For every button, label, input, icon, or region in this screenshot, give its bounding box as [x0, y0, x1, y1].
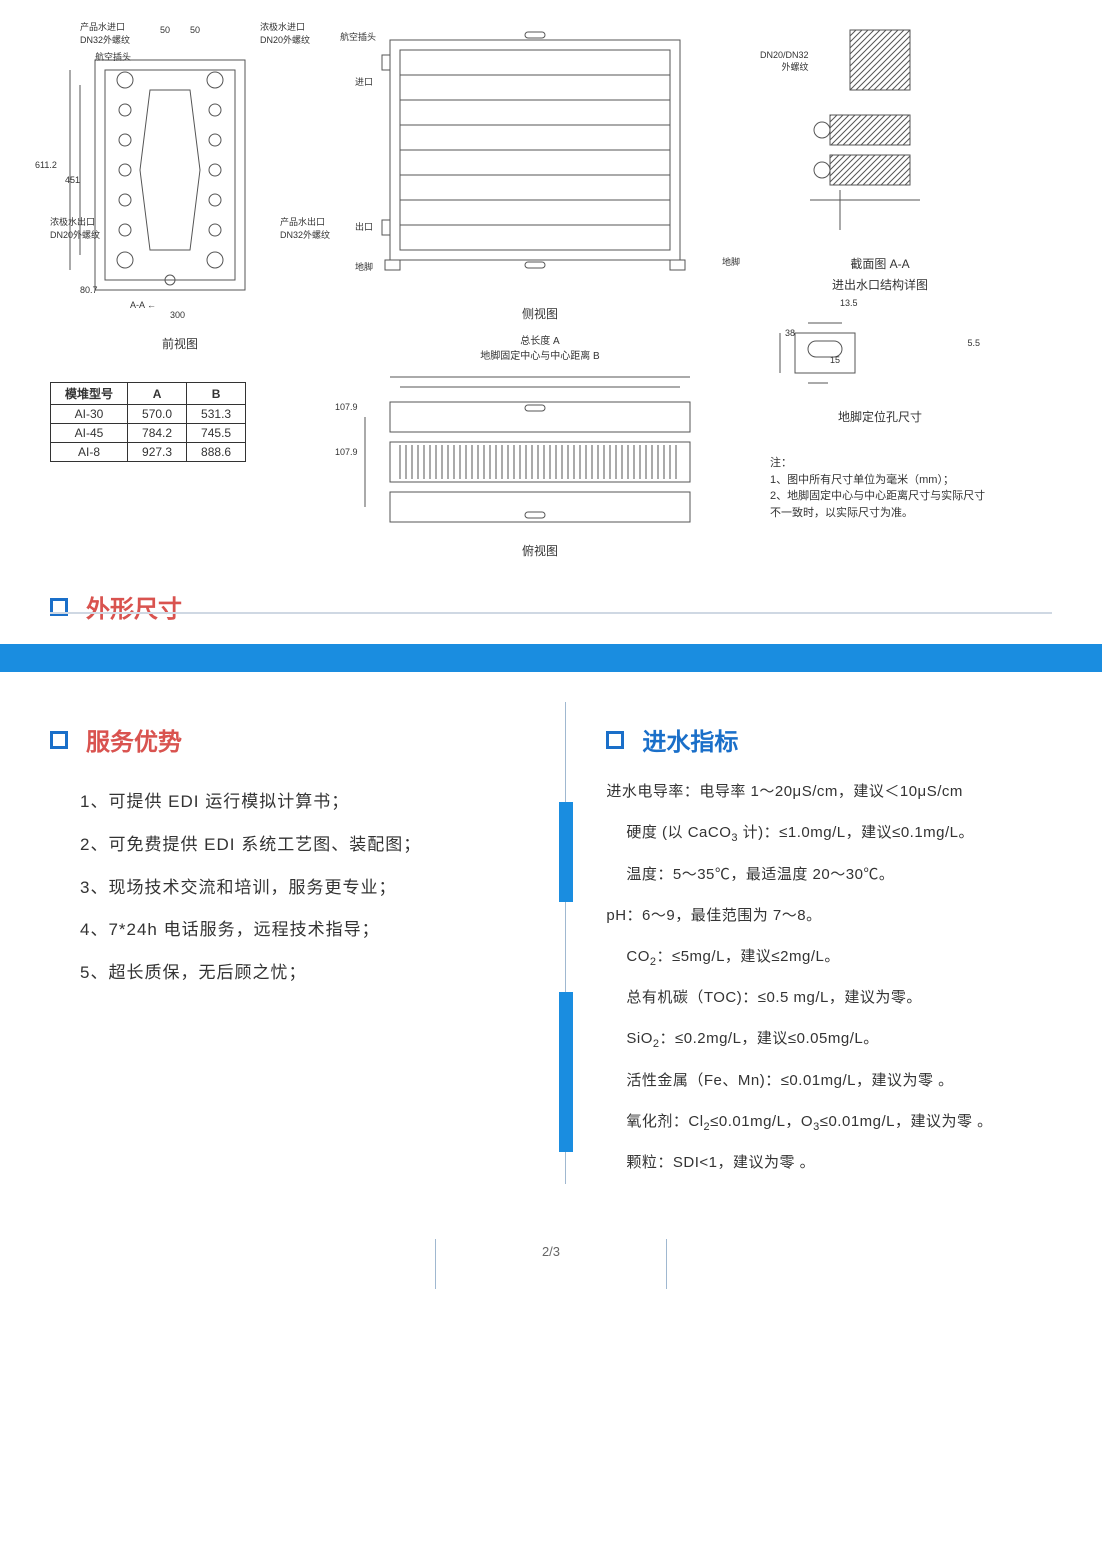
th-b: B [187, 383, 246, 405]
water-line: SiO2：≤0.2mg/L，建议≤0.05mg/L。 [606, 1019, 1052, 1059]
blue-tick [559, 802, 573, 902]
service-item: 2、可免费提供 EDI 系统工艺图、装配图； [80, 825, 525, 866]
dim-80: 80.7 [80, 285, 98, 295]
water-content: 进水电导率：电导率 1～20μS/cm，建议＜10μS/cm 硬度 (以 CaC… [606, 772, 1052, 1182]
notes-line2: 2、地脚固定中心与中心距离尺寸与实际尺寸不一致时，以实际尺寸为准。 [770, 488, 990, 521]
notes-title: 注： [770, 455, 990, 472]
water-line: CO2：≤5mg/L，建议≤2mg/L。 [606, 937, 1052, 977]
service-item: 5、超长质保，无后顾之忧； [80, 953, 525, 994]
dim-38: 38 [785, 328, 795, 338]
service-heading: 服务优势 [50, 722, 535, 757]
foot-caption: 地脚定位孔尺寸 [770, 408, 990, 425]
label-foot-l: 地脚 [355, 260, 373, 273]
service-item: 4、7*24h 电话服务，远程技术指导； [80, 910, 525, 951]
label-product-out: 产品水出口 DN32外螺纹 [280, 215, 330, 241]
left-column: 产品水进口 DN32外螺纹 浓极水进口 DN20外螺纹 航空插头 浓极水出口 D… [50, 20, 310, 462]
dim-107b: 107.9 [335, 447, 358, 457]
right-column: DN20/DN32 外螺纹 截面图 A-A 进出水口结构详图 38 13.5 1… [770, 20, 990, 521]
service-column: 服务优势 1、可提供 EDI 运行模拟计算书； 2、可免费提供 EDI 系统工艺… [50, 702, 535, 1184]
blue-divider [0, 644, 1102, 672]
service-heading-text: 服务优势 [86, 722, 182, 757]
label-conc-out: 浓极水出口 DN20外螺纹 [50, 215, 100, 241]
water-line: 硬度 (以 CaCO3 计)：≤1.0mg/L，建议≤0.1mg/L。 [606, 813, 1052, 853]
bullet-icon [606, 731, 624, 749]
dims-heading: 外形尺寸 [50, 589, 1102, 624]
table-row: AI-30 570.0 531.3 [51, 405, 246, 424]
blue-tick [559, 992, 573, 1152]
water-line: 活性金属（Fe、Mn)：≤0.01mg/L，建议为零 。 [606, 1061, 1052, 1100]
bullet-icon [50, 731, 68, 749]
water-line: pH：6～9，最佳范围为 7～8。 [606, 896, 1052, 935]
label-dn: DN20/DN32 外螺纹 [760, 50, 809, 73]
dim-451: 451 [65, 175, 80, 185]
page-number: 2/3 [542, 1244, 560, 1259]
top-view-drawing [340, 367, 720, 527]
two-column-content: 服务优势 1、可提供 EDI 运行模拟计算书； 2、可免费提供 EDI 系统工艺… [0, 702, 1102, 1184]
mid-column: 航空插头 进口 出口 地脚 地脚 侧视图 总长度 A 地脚固定中心与中心距离 B [340, 20, 740, 559]
section-marker: A-A ← [130, 300, 156, 310]
water-line: 颗粒：SDI<1，建议为零 。 [606, 1143, 1052, 1182]
footer-line [666, 1239, 667, 1289]
th-model: 模堆型号 [51, 383, 128, 405]
table-row: AI-8 927.3 888.6 [51, 443, 246, 462]
dim-611: 611.2 [35, 160, 57, 170]
service-item: 3、现场技术交流和培训，服务更专业； [80, 868, 525, 909]
th-a: A [128, 383, 187, 405]
dim-15: 15 [830, 355, 840, 365]
table-row: AI-45 784.2 745.5 [51, 424, 246, 443]
water-line: 氧化剂：Cl2≤0.01mg/L，O3≤0.01mg/L，建议为零 。 [606, 1102, 1052, 1142]
service-content: 1、可提供 EDI 运行模拟计算书； 2、可免费提供 EDI 系统工艺图、装配图… [50, 772, 535, 1006]
top-dim-b: 地脚固定中心与中心距离 B [340, 347, 740, 362]
foot-view-drawing [770, 313, 890, 393]
label-foot-r: 地脚 [722, 255, 740, 268]
water-heading: 进水指标 [606, 722, 1052, 757]
dimension-table: 模堆型号 A B AI-30 570.0 531.3 AI-45 784.2 7… [50, 382, 246, 462]
label-conc-in: 浓极水进口 DN20外螺纹 [260, 20, 310, 46]
side-view-drawing [340, 20, 720, 290]
side-view-caption: 侧视图 [340, 305, 740, 322]
dim-135: 13.5 [840, 298, 858, 308]
dim-107a: 107.9 [335, 402, 358, 412]
page: 产品水进口 DN32外螺纹 浓极水进口 DN20外螺纹 航空插头 浓极水出口 D… [0, 0, 1102, 1289]
service-item: 1、可提供 EDI 运行模拟计算书； [80, 782, 525, 823]
water-heading-text: 进水指标 [642, 722, 738, 757]
water-line: 总有机碳（TOC)：≤0.5 mg/L，建议为零。 [606, 978, 1052, 1017]
dims-heading-text: 外形尺寸 [86, 589, 182, 624]
section-caption1: 截面图 A-A [770, 255, 990, 272]
dim-50r: 50 [190, 25, 200, 35]
page-footer: 2/3 [0, 1244, 1102, 1289]
dim-55: 5.5 [967, 338, 980, 348]
notes: 注： 1、图中所有尺寸单位为毫米（mm）； 2、地脚固定中心与中心距离尺寸与实际… [770, 455, 990, 521]
label-air-plug: 航空插头 [95, 50, 131, 63]
water-line: 进水电导率：电导率 1～20μS/cm，建议＜10μS/cm [606, 772, 1052, 811]
dim-300: 300 [170, 310, 185, 320]
front-view-caption: 前视图 [50, 335, 310, 352]
footer-line [435, 1239, 436, 1289]
label-outlet: 出口 [355, 220, 373, 233]
top-view-caption: 俯视图 [340, 542, 740, 559]
water-column: 进水指标 进水电导率：电导率 1～20μS/cm，建议＜10μS/cm 硬度 (… [565, 702, 1052, 1184]
label-air-plug-side: 航空插头 [340, 30, 376, 43]
section-caption2: 进出水口结构详图 [770, 276, 990, 293]
top-dim-a: 总长度 A [340, 332, 740, 347]
label-product-in: 产品水进口 DN32外螺纹 [80, 20, 130, 46]
dim-50l: 50 [160, 25, 170, 35]
label-inlet: 进口 [355, 75, 373, 88]
drawings-area: 产品水进口 DN32外螺纹 浓极水进口 DN20外螺纹 航空插头 浓极水出口 D… [0, 0, 1102, 569]
notes-line1: 1、图中所有尺寸单位为毫米（mm）； [770, 472, 990, 489]
front-view-drawing [50, 20, 280, 320]
water-line: 温度：5～35℃，最适温度 20～30℃。 [606, 855, 1052, 894]
